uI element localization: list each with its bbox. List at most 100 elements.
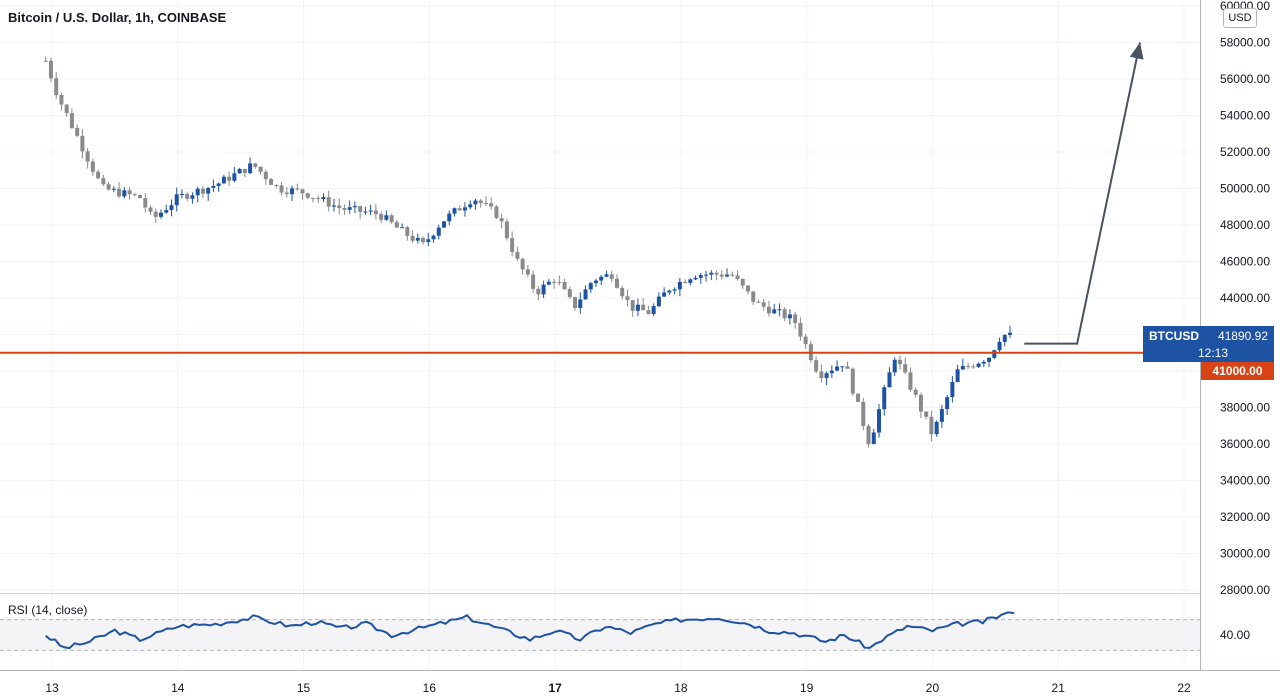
time-tick-label: 14: [171, 681, 185, 695]
candle-body: [698, 275, 703, 278]
candle-body: [578, 299, 583, 308]
rsi-tick-label: 40.00: [1220, 628, 1250, 642]
candle-body: [200, 188, 205, 194]
candle-body: [122, 190, 127, 197]
price-tick-label: 30000.00: [1220, 547, 1270, 561]
candle-body: [536, 288, 541, 295]
candle-body: [877, 409, 882, 433]
candle-body: [960, 365, 965, 370]
candle-body: [541, 284, 546, 295]
projection-arrow[interactable]: [1024, 42, 1141, 345]
candle-body: [248, 163, 253, 174]
candle-body: [845, 366, 850, 369]
candle-body: [400, 227, 405, 229]
candle-body: [683, 281, 688, 283]
candle-body: [174, 194, 179, 206]
candle-body: [625, 296, 630, 301]
candle-body: [263, 171, 268, 180]
candle-body: [337, 205, 342, 209]
candle-body: [971, 366, 976, 368]
time-tick-label: 20: [926, 681, 940, 695]
candle-body: [562, 282, 567, 290]
candle-body: [662, 292, 667, 297]
candle-body: [384, 215, 389, 220]
candle-body: [316, 198, 321, 200]
candle-body: [714, 272, 719, 275]
candle-body: [216, 183, 221, 186]
candle-body: [819, 371, 824, 379]
price-tick-label: 32000.00: [1220, 510, 1270, 524]
candle-body: [347, 207, 352, 210]
price-tick-label: 28000.00: [1220, 583, 1270, 597]
candle-body: [274, 184, 279, 186]
candle-body: [950, 382, 955, 398]
candle-body: [132, 194, 137, 196]
candle-body: [300, 189, 305, 194]
candle-body: [258, 166, 263, 172]
candle-body: [756, 301, 761, 303]
candle-body: [269, 179, 274, 185]
candle-body: [221, 176, 226, 184]
candle-body: [782, 309, 787, 319]
candle-body: [352, 206, 357, 208]
currency-button[interactable]: USD: [1223, 8, 1257, 28]
candle-body: [751, 291, 756, 302]
candle-body: [148, 207, 153, 212]
candle-body: [1002, 334, 1007, 342]
candle-body: [305, 193, 310, 198]
candle-body: [693, 277, 698, 280]
candle-body: [85, 151, 90, 162]
candle-body: [740, 279, 745, 286]
candle-body: [478, 200, 483, 204]
candle-body: [54, 78, 59, 96]
candle-body: [856, 393, 861, 402]
candle-body: [766, 306, 771, 314]
time-tick-label: 22: [1177, 681, 1191, 695]
candle-body: [310, 197, 315, 199]
candle-body: [772, 309, 777, 314]
candle-body: [814, 360, 819, 372]
candle-body: [803, 336, 808, 345]
rsi-title: RSI (14, close): [8, 603, 88, 617]
candle-body: [882, 387, 887, 410]
candle-body: [358, 206, 363, 212]
candle-body: [646, 310, 651, 315]
candle-body: [80, 135, 85, 152]
candle-body: [284, 192, 289, 195]
candle-body: [127, 190, 132, 195]
candle-body: [903, 364, 908, 373]
candle-body: [866, 425, 871, 445]
price-tick-label: 38000.00: [1220, 401, 1270, 415]
candle-body: [232, 173, 237, 181]
candle-body: [190, 195, 195, 199]
price-tick-label: 50000.00: [1220, 182, 1270, 196]
candle-body: [945, 397, 950, 410]
candle-body: [64, 104, 69, 114]
candles: [43, 56, 1013, 448]
candle-body: [48, 60, 53, 79]
candle-body: [552, 281, 557, 283]
candle-body: [90, 161, 95, 172]
candle-body: [672, 289, 677, 291]
candle-body: [735, 275, 740, 280]
candle-body: [824, 373, 829, 379]
candle-body: [368, 210, 373, 212]
candle-body: [656, 296, 661, 307]
candle-body: [379, 214, 384, 220]
rsi-band: [0, 619, 1200, 651]
candle-body: [421, 237, 426, 243]
candle-body: [499, 218, 504, 222]
candle-body: [290, 188, 295, 195]
candle-body: [447, 213, 452, 222]
candle-body: [106, 184, 111, 190]
candle-body: [169, 205, 174, 211]
candle-body: [892, 359, 897, 373]
time-tick-label: 17: [548, 681, 562, 695]
candle-body: [211, 185, 216, 188]
candle-body: [452, 208, 457, 214]
candle-body: [510, 238, 515, 252]
candle-body: [206, 187, 211, 194]
price-tick-label: 56000.00: [1220, 72, 1270, 86]
support-level-label: 41000.00: [1201, 362, 1274, 380]
